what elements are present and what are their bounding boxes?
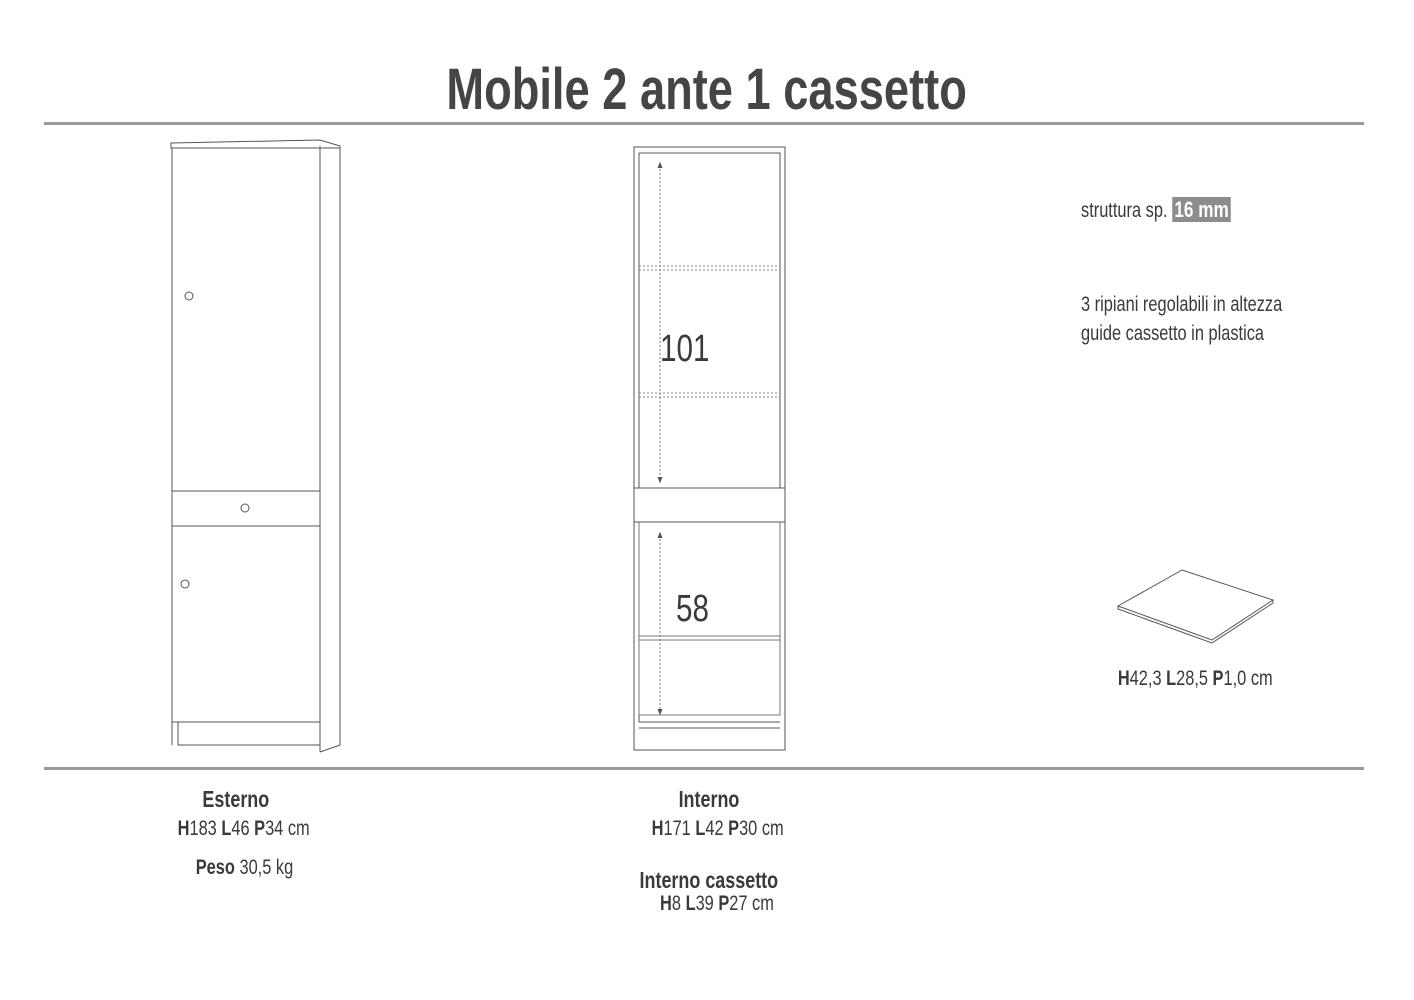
door-knob-icon xyxy=(184,291,194,301)
page-title: Mobile 2 ante 1 cassetto xyxy=(446,57,968,122)
bottom-divider xyxy=(44,767,1364,770)
external-heading: Esterno xyxy=(202,786,270,812)
structure-thickness: struttura sp. 16 mm xyxy=(1081,197,1273,223)
thickness-badge: 16 mm xyxy=(1172,197,1232,222)
inner-lower-height-label: 58 xyxy=(676,588,709,630)
internal-heading: Interno xyxy=(678,786,740,812)
shelf-dimensions: H42,3 L28,5 P1,0 cm xyxy=(1117,667,1273,690)
top-divider xyxy=(44,122,1364,125)
shelf-drawing xyxy=(1116,569,1275,644)
drawer-knob-icon xyxy=(240,503,250,513)
feature-item: guide cassetto in plastica xyxy=(1081,322,1265,345)
inner-upper-height-label: 101 xyxy=(660,328,710,370)
external-weight: Peso 30,5 kg xyxy=(195,856,293,879)
feature-item: 3 ripiani regolabili in altezza xyxy=(1081,293,1283,316)
internal-dimensions: H171 L42 P30 cm xyxy=(651,817,785,840)
drawer-heading: Interno cassetto xyxy=(639,867,779,893)
external-dimensions: H183 L46 P34 cm xyxy=(177,817,311,840)
door-knob-icon xyxy=(180,579,190,589)
exterior-cabinet-drawing xyxy=(170,139,341,753)
features-list: 3 ripiani regolabili in altezza guide ca… xyxy=(1081,290,1339,348)
interior-cabinet-drawing xyxy=(633,146,786,751)
drawer-dimensions: H8 L39 P27 cm xyxy=(660,892,774,915)
